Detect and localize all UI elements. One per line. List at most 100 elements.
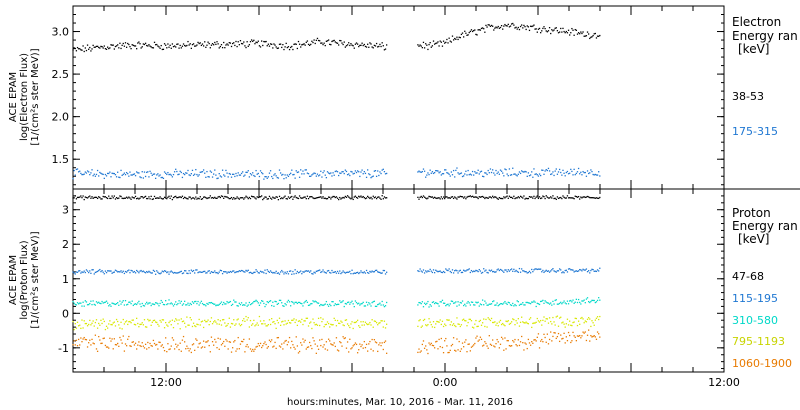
data-point (128, 335, 130, 338)
data-point (255, 324, 257, 326)
data-point (209, 195, 211, 197)
data-point (233, 173, 235, 175)
data-point (294, 43, 296, 45)
data-point (546, 302, 548, 304)
data-point (159, 196, 161, 198)
data-point (494, 321, 496, 323)
data-point (382, 198, 384, 200)
data-point (427, 48, 429, 51)
data-point (525, 28, 527, 31)
data-point (542, 299, 544, 302)
data-point (293, 196, 295, 198)
data-point (156, 321, 158, 324)
data-point (239, 174, 242, 176)
data-point (552, 171, 554, 173)
data-point (90, 324, 92, 326)
data-point (467, 343, 469, 345)
data-point (480, 170, 483, 172)
data-point (470, 346, 473, 348)
data-point (316, 173, 319, 175)
data-point (314, 172, 316, 175)
data-point (339, 322, 341, 325)
data-point (84, 196, 86, 198)
data-point (436, 270, 438, 272)
data-point (350, 323, 352, 325)
data-point (105, 346, 108, 348)
data-point (191, 344, 194, 346)
data-point (499, 268, 502, 271)
data-point (161, 176, 163, 179)
data-point (595, 270, 598, 273)
data-point (361, 169, 363, 171)
data-point (514, 324, 516, 326)
data-point (169, 271, 171, 273)
data-point (449, 270, 451, 273)
data-point (225, 271, 227, 273)
data-point (111, 44, 113, 46)
data-point (293, 346, 295, 348)
data-point (291, 300, 293, 303)
data-point (137, 42, 139, 44)
data-point (499, 197, 502, 200)
data-point (301, 173, 303, 175)
data-point (362, 173, 364, 175)
data-point (114, 325, 117, 327)
data-point (327, 305, 330, 307)
data-point (385, 44, 388, 46)
data-point (239, 324, 242, 327)
data-point (516, 197, 518, 199)
data-point (75, 327, 78, 329)
data-point (474, 304, 476, 306)
data-point (180, 300, 182, 303)
data-point (163, 43, 166, 45)
data-point (570, 324, 572, 326)
data-point (172, 326, 175, 329)
data-point (182, 335, 185, 338)
data-point (275, 327, 277, 330)
data-point (429, 169, 431, 171)
data-point (541, 271, 543, 273)
data-point (584, 171, 586, 174)
data-point (264, 176, 266, 178)
data-point (364, 305, 367, 307)
data-point (326, 40, 329, 42)
data-point (379, 43, 381, 46)
data-point (99, 47, 101, 49)
data-point (498, 269, 501, 272)
data-point (518, 325, 521, 327)
data-point (104, 196, 107, 198)
data-point (110, 270, 112, 272)
data-point (143, 319, 146, 321)
data-point (189, 348, 191, 350)
data-point (77, 48, 80, 50)
data-point (100, 45, 102, 48)
data-point (457, 272, 459, 274)
data-point (267, 323, 269, 326)
data-point (531, 171, 533, 173)
data-point (498, 173, 501, 175)
data-point (430, 270, 432, 272)
data-point (284, 46, 286, 48)
data-point (150, 272, 152, 274)
data-point (583, 322, 585, 324)
data-point (264, 305, 266, 308)
data-point (295, 336, 297, 338)
data-point (261, 346, 263, 349)
data-point (102, 47, 104, 49)
data-point (115, 196, 118, 199)
data-point (466, 269, 468, 271)
data-point (579, 198, 581, 200)
data-point (488, 269, 490, 271)
data-point (300, 169, 302, 171)
data-point (324, 303, 326, 305)
data-point (110, 176, 112, 178)
data-point (364, 197, 367, 200)
data-point (88, 342, 90, 344)
data-point (507, 320, 509, 322)
data-point (179, 44, 181, 47)
data-point (175, 272, 177, 274)
data-point (214, 196, 216, 199)
data-point (598, 35, 600, 37)
data-point (138, 272, 140, 274)
data-point (557, 325, 560, 327)
